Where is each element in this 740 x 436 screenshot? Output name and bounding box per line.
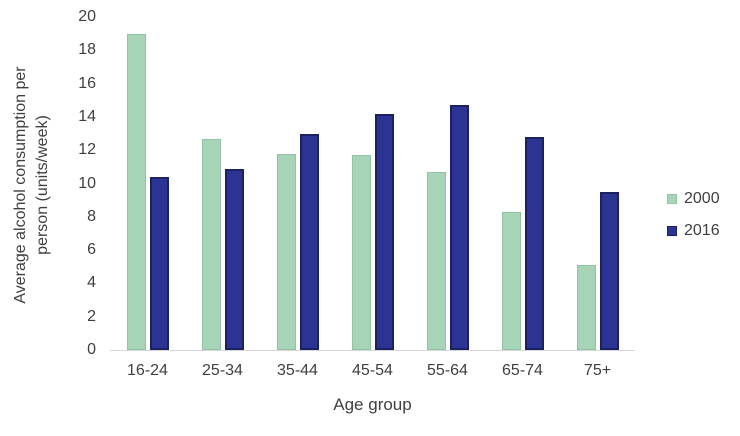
y-tick-label-14: 14	[78, 107, 96, 125]
legend-label-2000: 2000	[684, 190, 720, 207]
legend: 2000 2016	[667, 190, 720, 254]
y-tick-label-20: 20	[78, 8, 96, 25]
bar-group-65-74	[485, 17, 560, 350]
y-tick-label-18: 18	[78, 41, 96, 59]
bar-2016-75+	[599, 191, 619, 350]
y-tick-label-10: 10	[78, 174, 96, 192]
bar-group-75+	[560, 17, 635, 350]
y-tick-label-4: 4	[87, 274, 96, 292]
bar-group-55-64	[410, 17, 485, 350]
bar-group-45-54	[335, 17, 410, 350]
bar-2000-45-54	[351, 155, 371, 350]
bar-2016-45-54	[374, 113, 394, 350]
x-label-45-54: 45-54	[352, 362, 393, 379]
bar-2000-25-34	[201, 138, 221, 350]
x-label-65-74: 65-74	[502, 362, 543, 379]
y-tick-label-0: 0	[87, 341, 96, 358]
bar-2000-16-24	[126, 33, 146, 350]
plot-area	[110, 17, 635, 351]
x-label-75+: 75+	[583, 362, 612, 379]
bar-2016-25-34	[224, 168, 244, 350]
bar-2016-35-44	[299, 133, 319, 350]
bar-group-25-34	[185, 17, 260, 350]
bar-group-35-44	[260, 17, 335, 350]
bar-2016-55-64	[449, 105, 469, 350]
legend-swatch-2016	[667, 226, 677, 236]
bar-2016-65-74	[524, 136, 544, 350]
legend-item-2000: 2000	[667, 190, 720, 208]
bar-2000-75+	[576, 265, 596, 350]
bar-2000-35-44	[276, 153, 296, 350]
x-axis-labels: 16-24 25-34 35-44 45-54 55-64 65-74 75+	[110, 361, 635, 381]
x-label-35-44: 35-44	[277, 362, 318, 379]
y-tick-label-16: 16	[78, 74, 96, 92]
y-tick-label-12: 12	[78, 141, 96, 159]
x-axis-title: Age group	[333, 395, 412, 414]
y-axis-ticks: 0 2 4 6 8 10 12 14 16 18 20	[0, 0, 110, 436]
y-tick-label-8: 8	[87, 207, 96, 225]
y-tick-label-6: 6	[87, 241, 96, 259]
legend-swatch-2000	[667, 194, 677, 204]
x-label-16-24: 16-24	[127, 362, 168, 379]
legend-item-2016: 2016	[667, 222, 720, 240]
bar-2000-55-64	[426, 171, 446, 350]
y-tick-label-2: 2	[87, 307, 96, 325]
bar-2000-65-74	[501, 211, 521, 350]
x-label-55-64: 55-64	[427, 362, 468, 379]
x-label-25-34: 25-34	[202, 362, 243, 379]
bar-group-16-24	[110, 17, 185, 350]
bar-2016-16-24	[149, 176, 169, 350]
legend-label-2016: 2016	[684, 222, 720, 239]
